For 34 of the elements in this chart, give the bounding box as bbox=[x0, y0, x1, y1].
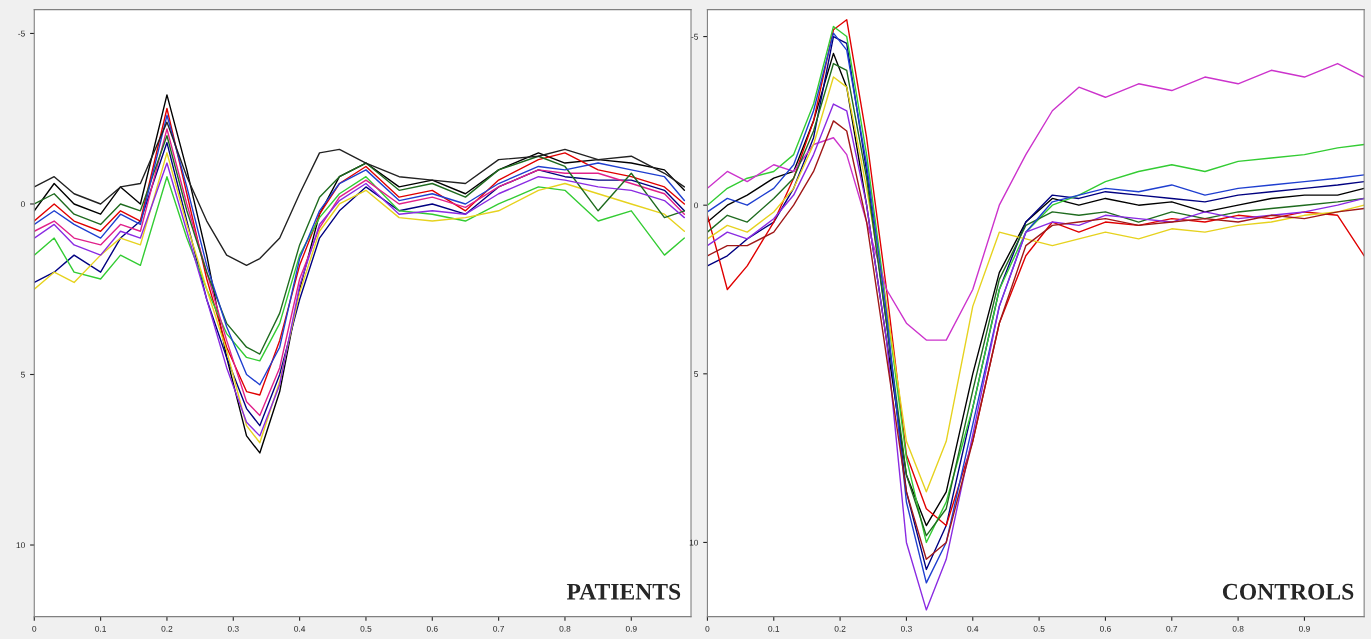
y-tick-label: 10 bbox=[689, 539, 699, 546]
y-tick-label: 5 bbox=[694, 371, 699, 377]
x-tick-label: 0.2 bbox=[161, 625, 173, 632]
x-tick-label: 0.9 bbox=[1298, 625, 1310, 632]
y-tick-label: 5 bbox=[20, 371, 25, 378]
x-tick-label: 0.7 bbox=[1166, 625, 1178, 632]
x-tick-label: 0.6 bbox=[426, 625, 438, 632]
line-series bbox=[707, 62, 1365, 341]
x-tick-label: 0.4 bbox=[294, 625, 306, 632]
y-tick-label: -5 bbox=[18, 30, 25, 37]
annotation: CONTROLS bbox=[1222, 583, 1354, 600]
line-series bbox=[34, 121, 686, 267]
line-series bbox=[34, 135, 686, 355]
x-tick-label: 0.5 bbox=[360, 625, 372, 632]
y-tick-label: 0 bbox=[694, 202, 699, 209]
x-tick-label: 0 bbox=[705, 625, 710, 632]
x-tick-label: 0.7 bbox=[493, 625, 504, 632]
x-tick-label: 0.6 bbox=[1099, 625, 1111, 632]
y-tick-label: 0 bbox=[20, 201, 25, 208]
x-tick-label: 0.1 bbox=[95, 625, 106, 632]
x-tick-label: 0.5 bbox=[1033, 625, 1045, 632]
x-tick-label: 0.8 bbox=[1232, 625, 1244, 632]
y-tick-label: -5 bbox=[691, 33, 699, 40]
annotation: PATIENTS bbox=[566, 583, 681, 600]
x-tick-label: 0.1 bbox=[768, 625, 780, 632]
line-series bbox=[34, 175, 686, 362]
x-tick-label: 0.2 bbox=[834, 625, 846, 632]
x-tick-label: 0.9 bbox=[625, 625, 637, 632]
x-tick-label: 0.8 bbox=[559, 625, 571, 632]
x-tick-label: 0.3 bbox=[900, 625, 912, 632]
x-tick-label: 0.4 bbox=[967, 625, 979, 632]
x-tick-label: 0.3 bbox=[227, 625, 239, 632]
y-tick-label: 10 bbox=[16, 542, 25, 549]
x-tick-label: 0 bbox=[32, 625, 37, 632]
